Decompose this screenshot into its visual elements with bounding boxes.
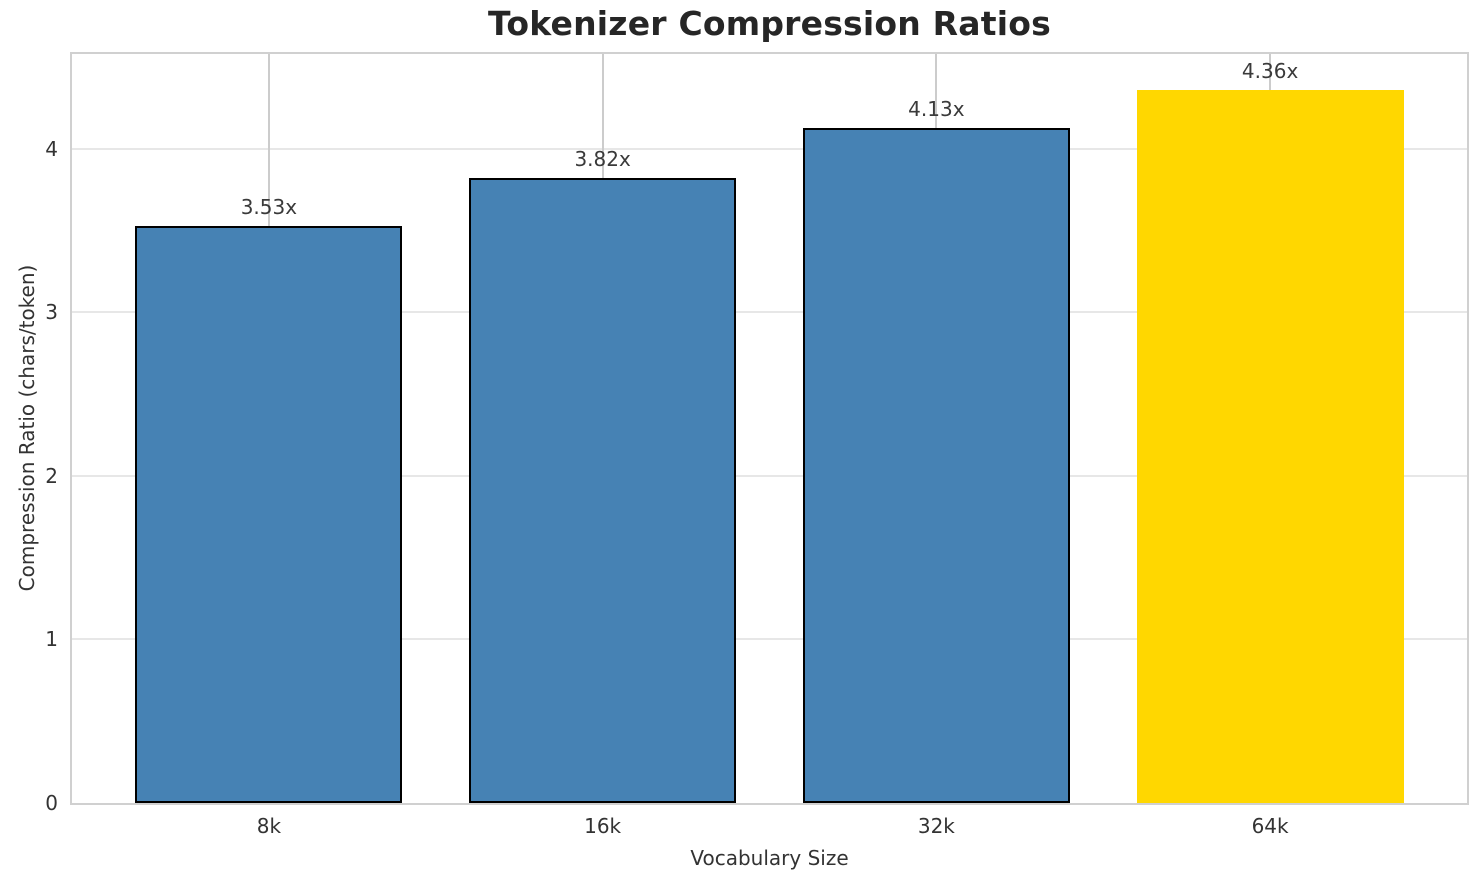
plot-area: 3.53x 3.82x 4.13x 4.36x (70, 52, 1469, 805)
y-tick-label: 3 (45, 300, 58, 325)
y-tick-label: 0 (45, 791, 58, 815)
bar-value-label: 3.82x (574, 147, 631, 172)
x-tick-label: 16k (584, 814, 622, 838)
bar-16k (469, 178, 737, 803)
bar-64k (1136, 89, 1404, 803)
bar-32k (802, 127, 1070, 803)
h-gridline (72, 638, 1467, 641)
x-axis-label: Vocabulary Size (690, 846, 849, 870)
chart-title: Tokenizer Compression Ratios (488, 4, 1051, 43)
x-tick-label: 8k (256, 814, 282, 838)
h-gridline (72, 147, 1467, 150)
bar-value-label: 3.53x (240, 194, 298, 219)
y-tick-label: 1 (45, 627, 58, 652)
bar-value-label: 4.36x (1241, 58, 1299, 83)
bar-8k (135, 225, 403, 803)
bar-value-label: 4.13x (908, 96, 965, 121)
h-gridline (72, 474, 1467, 477)
h-gridline (72, 311, 1467, 314)
y-tick-label: 2 (45, 463, 58, 488)
x-tick-label: 32k (917, 814, 955, 838)
x-tick-label: 64k (1251, 814, 1289, 838)
y-tick-label: 4 (45, 136, 58, 161)
